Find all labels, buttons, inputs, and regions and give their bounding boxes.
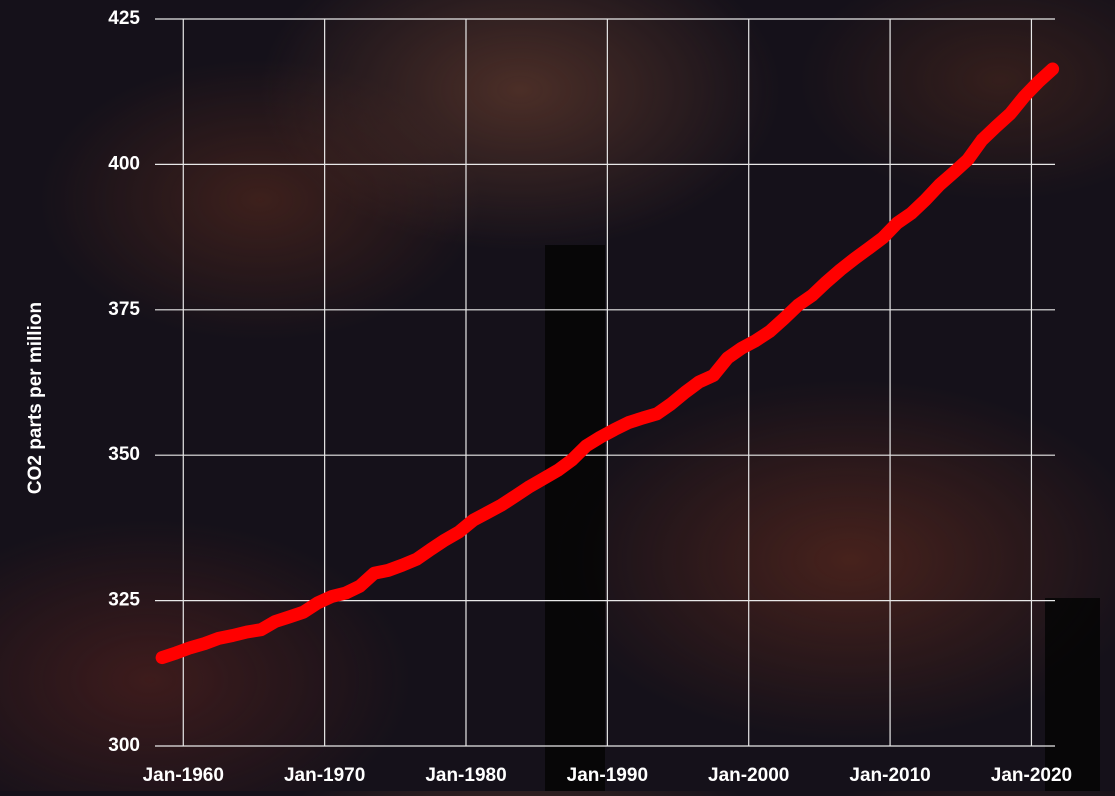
chimney — [545, 245, 605, 791]
x-tick-label: Jan-2000 — [708, 765, 789, 786]
y-axis-label: CO2 parts per million — [25, 302, 46, 494]
data-line — [155, 62, 1060, 665]
x-tick-label: Jan-1980 — [425, 765, 506, 786]
x-tick-label: Jan-1970 — [284, 765, 365, 786]
y-tick-label: 375 — [108, 299, 140, 320]
x-tick-label: Jan-2020 — [991, 765, 1072, 786]
chimney — [1045, 598, 1100, 791]
y-tick-label: 350 — [108, 444, 140, 465]
y-tick-label: 400 — [108, 153, 140, 174]
x-tick-label: Jan-1990 — [567, 765, 648, 786]
y-tick-label: 325 — [108, 590, 140, 611]
y-tick-label: 300 — [108, 735, 140, 756]
x-tick-label: Jan-2010 — [849, 765, 930, 786]
x-tick-label: Jan-1960 — [143, 765, 224, 786]
y-tick-label: 425 — [108, 8, 140, 29]
